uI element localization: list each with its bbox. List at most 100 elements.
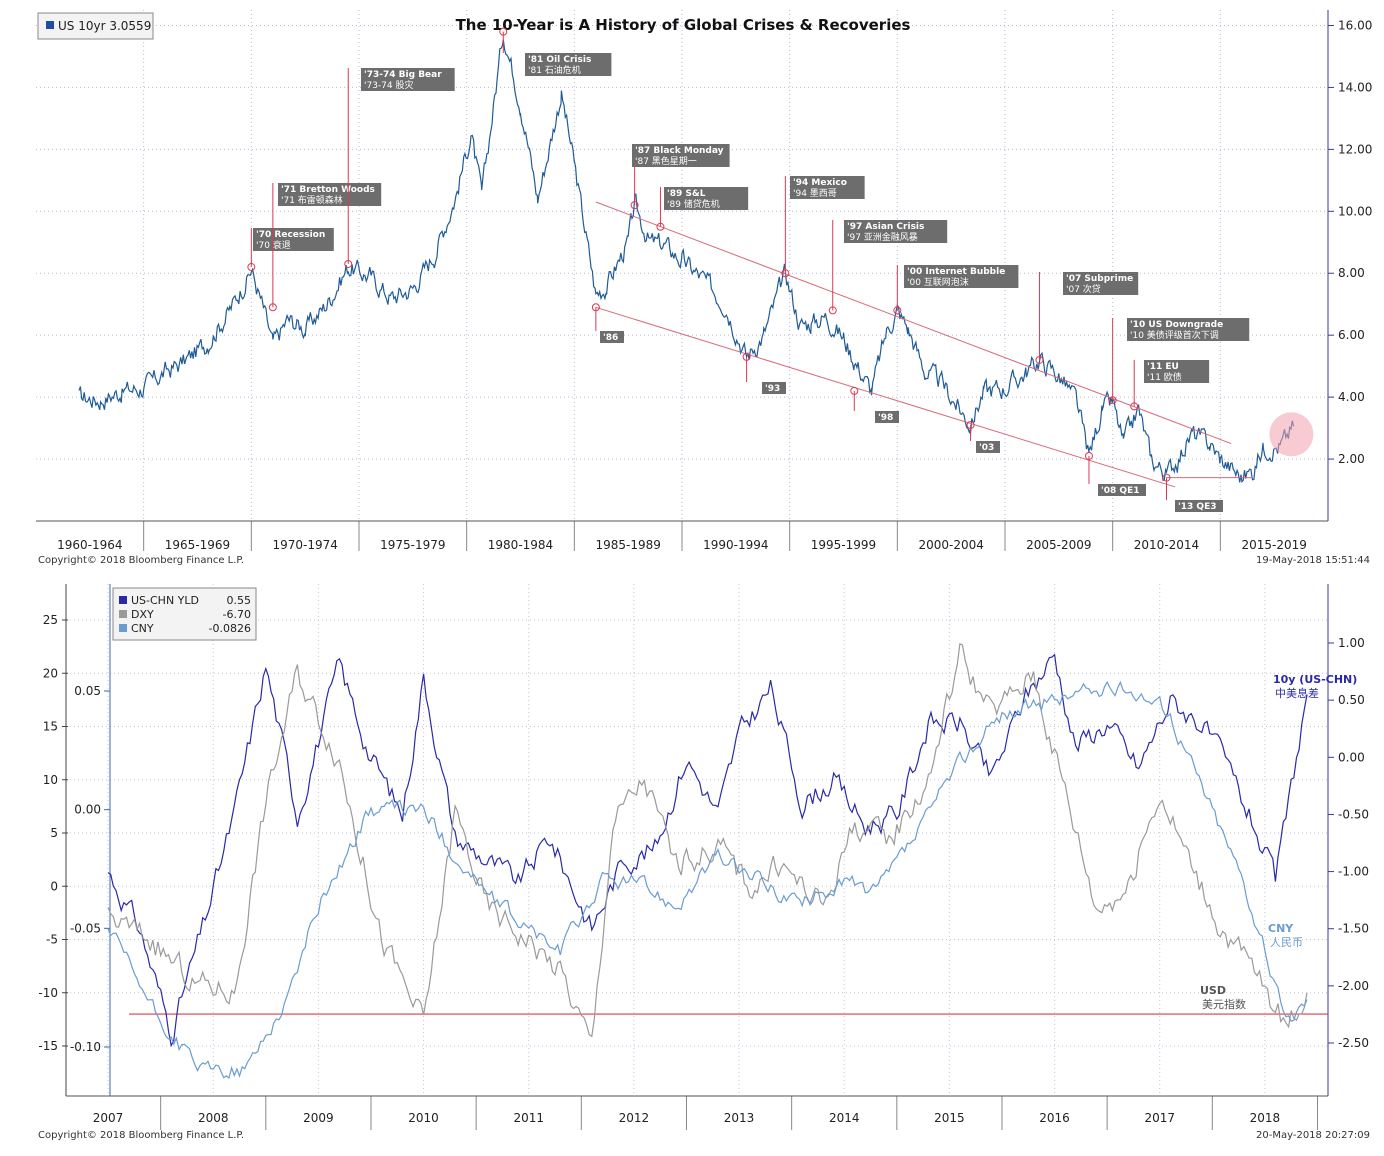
y-tick-label: 12.00 [1338,142,1372,156]
legend-value: -6.70 [223,608,251,621]
left2-axis-label: 0.00 [74,803,101,817]
left-axis-label: 5 [50,826,58,840]
annotation-marker [344,259,353,268]
annotation-box [632,144,730,167]
chart-title: The 10-Year is A History of Global Crise… [456,16,911,34]
trough-box [875,411,899,423]
legend-value: -0.0826 [209,622,251,635]
legend-swatch [119,624,127,632]
legend-swatch [119,596,127,604]
trough-label: '13 QE3 [1178,502,1216,512]
annotation-label-cn: '87 黑色星期一 [635,155,697,167]
x-year-label: 2012 [619,1111,650,1125]
top-footer-right: 19-May-2018 15:51:44 [1256,555,1370,566]
annotation-label: '10 US Downgrade [1130,320,1223,330]
annotation-label: '70 Recession [256,230,325,240]
right-axis-label: -2.50 [1338,1036,1369,1050]
y-tick-label: 2.00 [1338,452,1365,466]
x-year-label: 2015 [934,1111,965,1125]
annotation-marker [893,306,902,315]
x-year-label: 2007 [93,1111,124,1125]
side-label-cn: 美元指数 [1202,997,1246,1011]
side-label-cn: 中美息差 [1275,686,1319,700]
legend-swatch [46,21,54,29]
cny-series-line [107,680,1308,1080]
x-category-label: 1960-1964 [57,538,122,552]
trough-box [1175,500,1223,512]
annotation-label-cn: '00 互联网泡沫 [907,276,969,288]
annotation-label: '00 Internet Bubble [907,267,1005,277]
trough-label: '08 QE1 [1101,486,1139,496]
x-category-label: 1990-1994 [703,538,768,552]
annotation-box [790,176,865,199]
right-axis-label: -1.00 [1338,865,1369,879]
x-category-label: 2000-2004 [918,538,983,552]
annotation-box [844,220,948,243]
annotation-marker [499,27,508,36]
legend-label: US-CHN YLD [131,594,199,607]
annotation-label: '89 S&L [667,189,706,199]
us-chn-yld-series-line [107,653,1308,1048]
us-chn-spread-chart: 2520151050-5-10-150.050.00-0.05-0.101.00… [38,584,1369,1130]
x-category-label: 1980-1984 [488,538,553,552]
left-axis-label: -15 [38,1039,58,1053]
annotation-marker [828,306,837,315]
annotation-box [1063,272,1139,295]
annotation-label-cn: '73-74 股灾 [364,79,414,91]
annotation-box [664,187,749,210]
left-axis-label: -5 [46,933,58,947]
trough-box [600,331,624,343]
side-label: 10y (US-CHN) [1273,673,1357,686]
trend-line [595,306,1176,488]
trough-box [1098,484,1146,496]
x-category-label: 1970-1974 [272,538,337,552]
legend-value: 0.55 [227,594,252,607]
left2-axis-label: -0.10 [70,1040,101,1054]
x-category-label: 1985-1989 [595,538,660,552]
annotation-marker [268,303,277,312]
bottom-footer-right: 20-May-2018 20:27:09 [1256,1130,1370,1141]
legend-swatch [119,610,127,618]
y-tick-label: 16.00 [1338,18,1372,32]
x-year-label: 2010 [408,1111,439,1125]
x-year-label: 2009 [303,1111,334,1125]
left-axis-label: -10 [38,986,58,1000]
y-tick-label: 10.00 [1338,204,1372,218]
legend-label: DXY [131,608,154,621]
annotation-box [361,68,455,91]
side-label: USD [1200,984,1226,997]
annotation-marker [656,222,665,231]
annotation-label-cn: '11 欧债 [1147,371,1182,383]
trough-box [762,382,786,394]
legend-label: US 10yr 3.0559 [58,19,151,33]
annotation-marker [1130,402,1139,411]
left-axis-label: 15 [43,720,58,734]
trough-label: '86 [603,333,618,343]
annotation-label: '81 Oil Crisis [528,55,591,65]
annotation-label: '87 Black Monday [635,146,724,156]
annotation-box [278,183,382,206]
y-tick-label: 6.00 [1338,328,1365,342]
x-year-label: 2013 [724,1111,755,1125]
annotation-marker [1108,396,1117,405]
left-axis-label: 25 [43,613,58,627]
annotation-label: '97 Asian Crisis [847,222,924,232]
y-tick-label: 14.00 [1338,80,1372,94]
x-year-label: 2008 [198,1111,229,1125]
annotation-marker [630,201,639,210]
annotation-label-cn: '81 石油危机 [528,64,581,76]
annotation-label-cn: '94 墨西哥 [793,188,837,199]
bottom-footer-left: Copyright© 2018 Bloomberg Finance L.P. [38,1130,245,1141]
x-category-label: 2010-2014 [1134,538,1199,552]
right-axis-label: 0.00 [1338,750,1365,764]
annotation-label-cn: '97 亚洲金融风暴 [847,231,918,243]
left-axis-label: 10 [43,773,58,787]
trough-label: '03 [979,443,994,453]
legend-box [112,587,257,641]
right-axis-label: -2.00 [1338,979,1369,993]
x-year-label: 2016 [1039,1111,1070,1125]
us-10yr-chart: 16.00 14.00 12.00 10.00 8.00 6.00 4.00 2.00 1960… [36,10,1372,552]
x-category-label: 1995-1999 [811,538,876,552]
left-axis-label: 0 [50,879,58,893]
x-year-label: 2018 [1250,1111,1281,1125]
